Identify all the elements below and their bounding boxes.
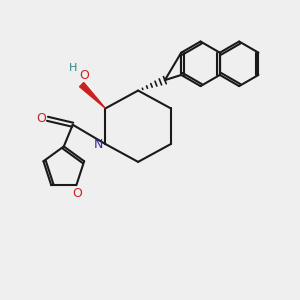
Text: H: H xyxy=(68,63,77,73)
Text: O: O xyxy=(37,112,46,125)
Text: O: O xyxy=(72,187,82,200)
Text: N: N xyxy=(93,138,103,151)
Text: O: O xyxy=(80,69,89,82)
Polygon shape xyxy=(80,82,105,108)
